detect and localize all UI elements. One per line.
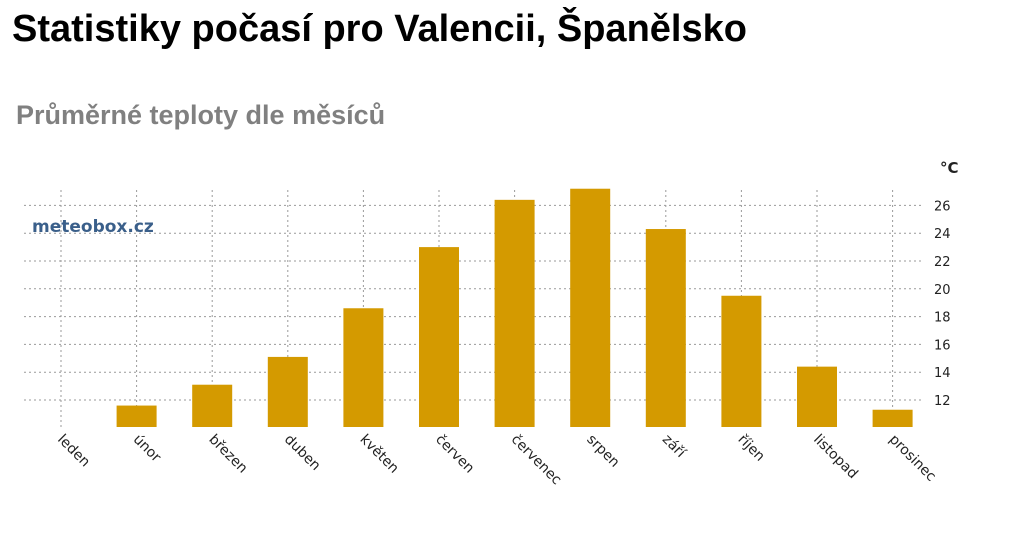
bar-duben xyxy=(267,356,308,427)
bar-prosinec xyxy=(872,409,913,427)
y-tick-label: 18 xyxy=(934,311,951,326)
bar-srpen xyxy=(570,188,611,427)
y-tick-label: 26 xyxy=(934,199,951,214)
x-category-label: prosinec xyxy=(886,432,939,485)
y-axis-ticks: 12 14 16 18 20 22 24 26 xyxy=(934,199,951,409)
x-category-label: červen xyxy=(432,432,477,477)
y-tick-label: 20 xyxy=(934,283,951,298)
x-category-label: srpen xyxy=(583,432,622,471)
x-category-label: říjen xyxy=(735,432,768,465)
bar-květen xyxy=(343,308,384,427)
bar-březen xyxy=(192,384,233,427)
bar-červenec xyxy=(494,199,535,427)
grid-lines xyxy=(24,190,922,427)
y-tick-label: 14 xyxy=(934,366,951,381)
bar-listopad xyxy=(797,366,837,427)
x-category-label: listopad xyxy=(810,432,861,483)
x-category-label: duben xyxy=(281,432,324,475)
page-title: Statistiky počasí pro Valencii, Španělsk… xyxy=(12,8,747,50)
y-axis-unit-label: °C xyxy=(940,159,959,177)
y-tick-label: 24 xyxy=(934,227,951,242)
x-category-label: leden xyxy=(54,432,93,471)
x-category-label: červenec xyxy=(508,432,565,489)
bars xyxy=(116,188,913,427)
bar-únor xyxy=(116,405,157,427)
x-category-label: únor xyxy=(130,432,164,466)
chart-subtitle: Průměrné teploty dle měsíců xyxy=(16,100,386,130)
y-tick-label: 22 xyxy=(934,255,951,270)
x-axis-labels: leden únor březen duben květen červen červenec… xyxy=(54,432,939,489)
x-category-label: květen xyxy=(357,432,402,477)
x-category-label: březen xyxy=(205,432,250,477)
bar-září xyxy=(645,229,686,427)
bar-říjen xyxy=(721,295,762,427)
y-tick-label: 12 xyxy=(934,394,951,409)
y-tick-label: 16 xyxy=(934,338,951,353)
meteobox-watermark: meteobox.cz xyxy=(32,217,154,237)
x-category-label: září xyxy=(659,432,689,462)
bar-červen xyxy=(419,247,459,427)
